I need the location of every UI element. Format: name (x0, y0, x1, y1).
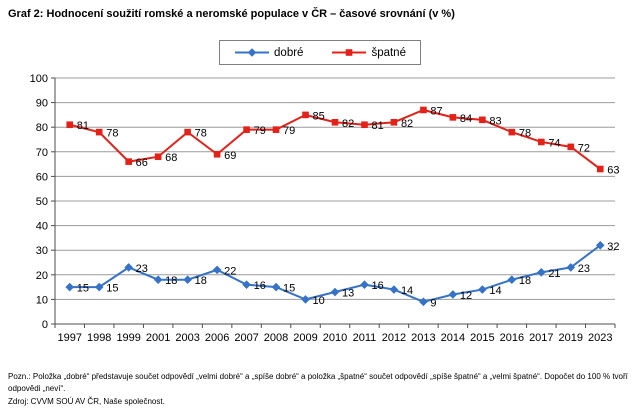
svg-text:78: 78 (195, 128, 207, 140)
svg-text:63: 63 (607, 165, 619, 177)
svg-text:69: 69 (224, 150, 236, 162)
footnote: Pozn.: Položka „dobré“ představuje souče… (8, 372, 628, 393)
chart-title: Graf 2: Hodnocení soužití romské a nerom… (8, 8, 455, 20)
svg-text:40: 40 (36, 221, 48, 233)
svg-text:79: 79 (254, 125, 266, 137)
svg-text:0: 0 (42, 319, 48, 331)
svg-text:30: 30 (36, 245, 48, 257)
svg-text:84: 84 (460, 113, 472, 125)
svg-text:2006: 2006 (205, 332, 229, 344)
legend-item-dobre: dobré (234, 47, 303, 59)
svg-text:2014: 2014 (441, 332, 465, 344)
svg-text:81: 81 (371, 120, 383, 132)
svg-text:9: 9 (430, 297, 436, 309)
svg-text:66: 66 (136, 157, 148, 169)
svg-text:12: 12 (460, 290, 472, 302)
svg-text:85: 85 (313, 110, 325, 122)
svg-text:13: 13 (342, 288, 354, 300)
svg-text:23: 23 (578, 263, 590, 275)
svg-text:32: 32 (607, 241, 619, 253)
chart-legend: dobré špatné (219, 40, 421, 65)
svg-text:2023: 2023 (588, 332, 612, 344)
svg-text:87: 87 (430, 105, 442, 117)
svg-text:22: 22 (224, 265, 236, 277)
legend-marker-spatne-icon (332, 49, 367, 56)
svg-text:1997: 1997 (57, 332, 81, 344)
svg-text:83: 83 (489, 115, 501, 127)
svg-text:18: 18 (195, 275, 207, 287)
svg-text:2019: 2019 (559, 332, 583, 344)
svg-text:2008: 2008 (264, 332, 288, 344)
svg-text:2010: 2010 (323, 332, 347, 344)
svg-text:15: 15 (77, 283, 89, 295)
legend-label-spatne: špatné (371, 46, 406, 59)
svg-text:14: 14 (401, 285, 413, 297)
svg-text:79: 79 (283, 125, 295, 137)
svg-text:15: 15 (283, 283, 295, 295)
svg-text:78: 78 (106, 128, 118, 140)
svg-text:20: 20 (36, 270, 48, 282)
line-chart: 0 10 20 30 40 50 60 70 80 90 100 1997 1998 1999 2001 20… (30, 73, 620, 344)
svg-text:14: 14 (489, 285, 501, 297)
svg-text:2003: 2003 (175, 332, 199, 344)
svg-text:70: 70 (36, 147, 48, 159)
source-note: Zdroj: CVVM SOÚ AV ČR, Naše společnost. (8, 397, 165, 406)
svg-text:1999: 1999 (116, 332, 140, 344)
svg-text:2009: 2009 (293, 332, 317, 344)
svg-text:50: 50 (36, 196, 48, 208)
svg-text:2017: 2017 (529, 332, 553, 344)
svg-text:2012: 2012 (382, 332, 406, 344)
svg-text:78: 78 (519, 128, 531, 140)
svg-text:2013: 2013 (411, 332, 435, 344)
svg-text:68: 68 (165, 152, 177, 164)
svg-text:16: 16 (254, 280, 266, 292)
svg-text:72: 72 (578, 142, 590, 154)
legend-label-dobre: dobré (274, 46, 304, 59)
svg-text:2001: 2001 (146, 332, 170, 344)
svg-text:23: 23 (136, 263, 148, 275)
legend-item-spatne: špatné (331, 47, 406, 59)
legend-marker-dobre-icon (235, 48, 270, 57)
svg-text:16: 16 (371, 280, 383, 292)
svg-text:100: 100 (30, 73, 48, 85)
svg-text:90: 90 (36, 98, 48, 110)
svg-text:2015: 2015 (470, 332, 494, 344)
svg-text:81: 81 (77, 120, 89, 132)
svg-text:60: 60 (36, 171, 48, 183)
svg-text:21: 21 (548, 268, 560, 280)
svg-text:82: 82 (342, 118, 354, 130)
svg-text:2007: 2007 (234, 332, 258, 344)
svg-text:1998: 1998 (87, 332, 111, 344)
svg-text:74: 74 (548, 137, 560, 149)
svg-text:10: 10 (36, 294, 48, 306)
svg-text:15: 15 (106, 283, 118, 295)
svg-text:80: 80 (36, 122, 48, 134)
svg-text:18: 18 (165, 275, 177, 287)
svg-text:2011: 2011 (353, 332, 377, 344)
svg-text:18: 18 (519, 275, 531, 287)
svg-text:10: 10 (313, 295, 325, 307)
svg-text:82: 82 (401, 118, 413, 130)
svg-text:2016: 2016 (500, 332, 524, 344)
